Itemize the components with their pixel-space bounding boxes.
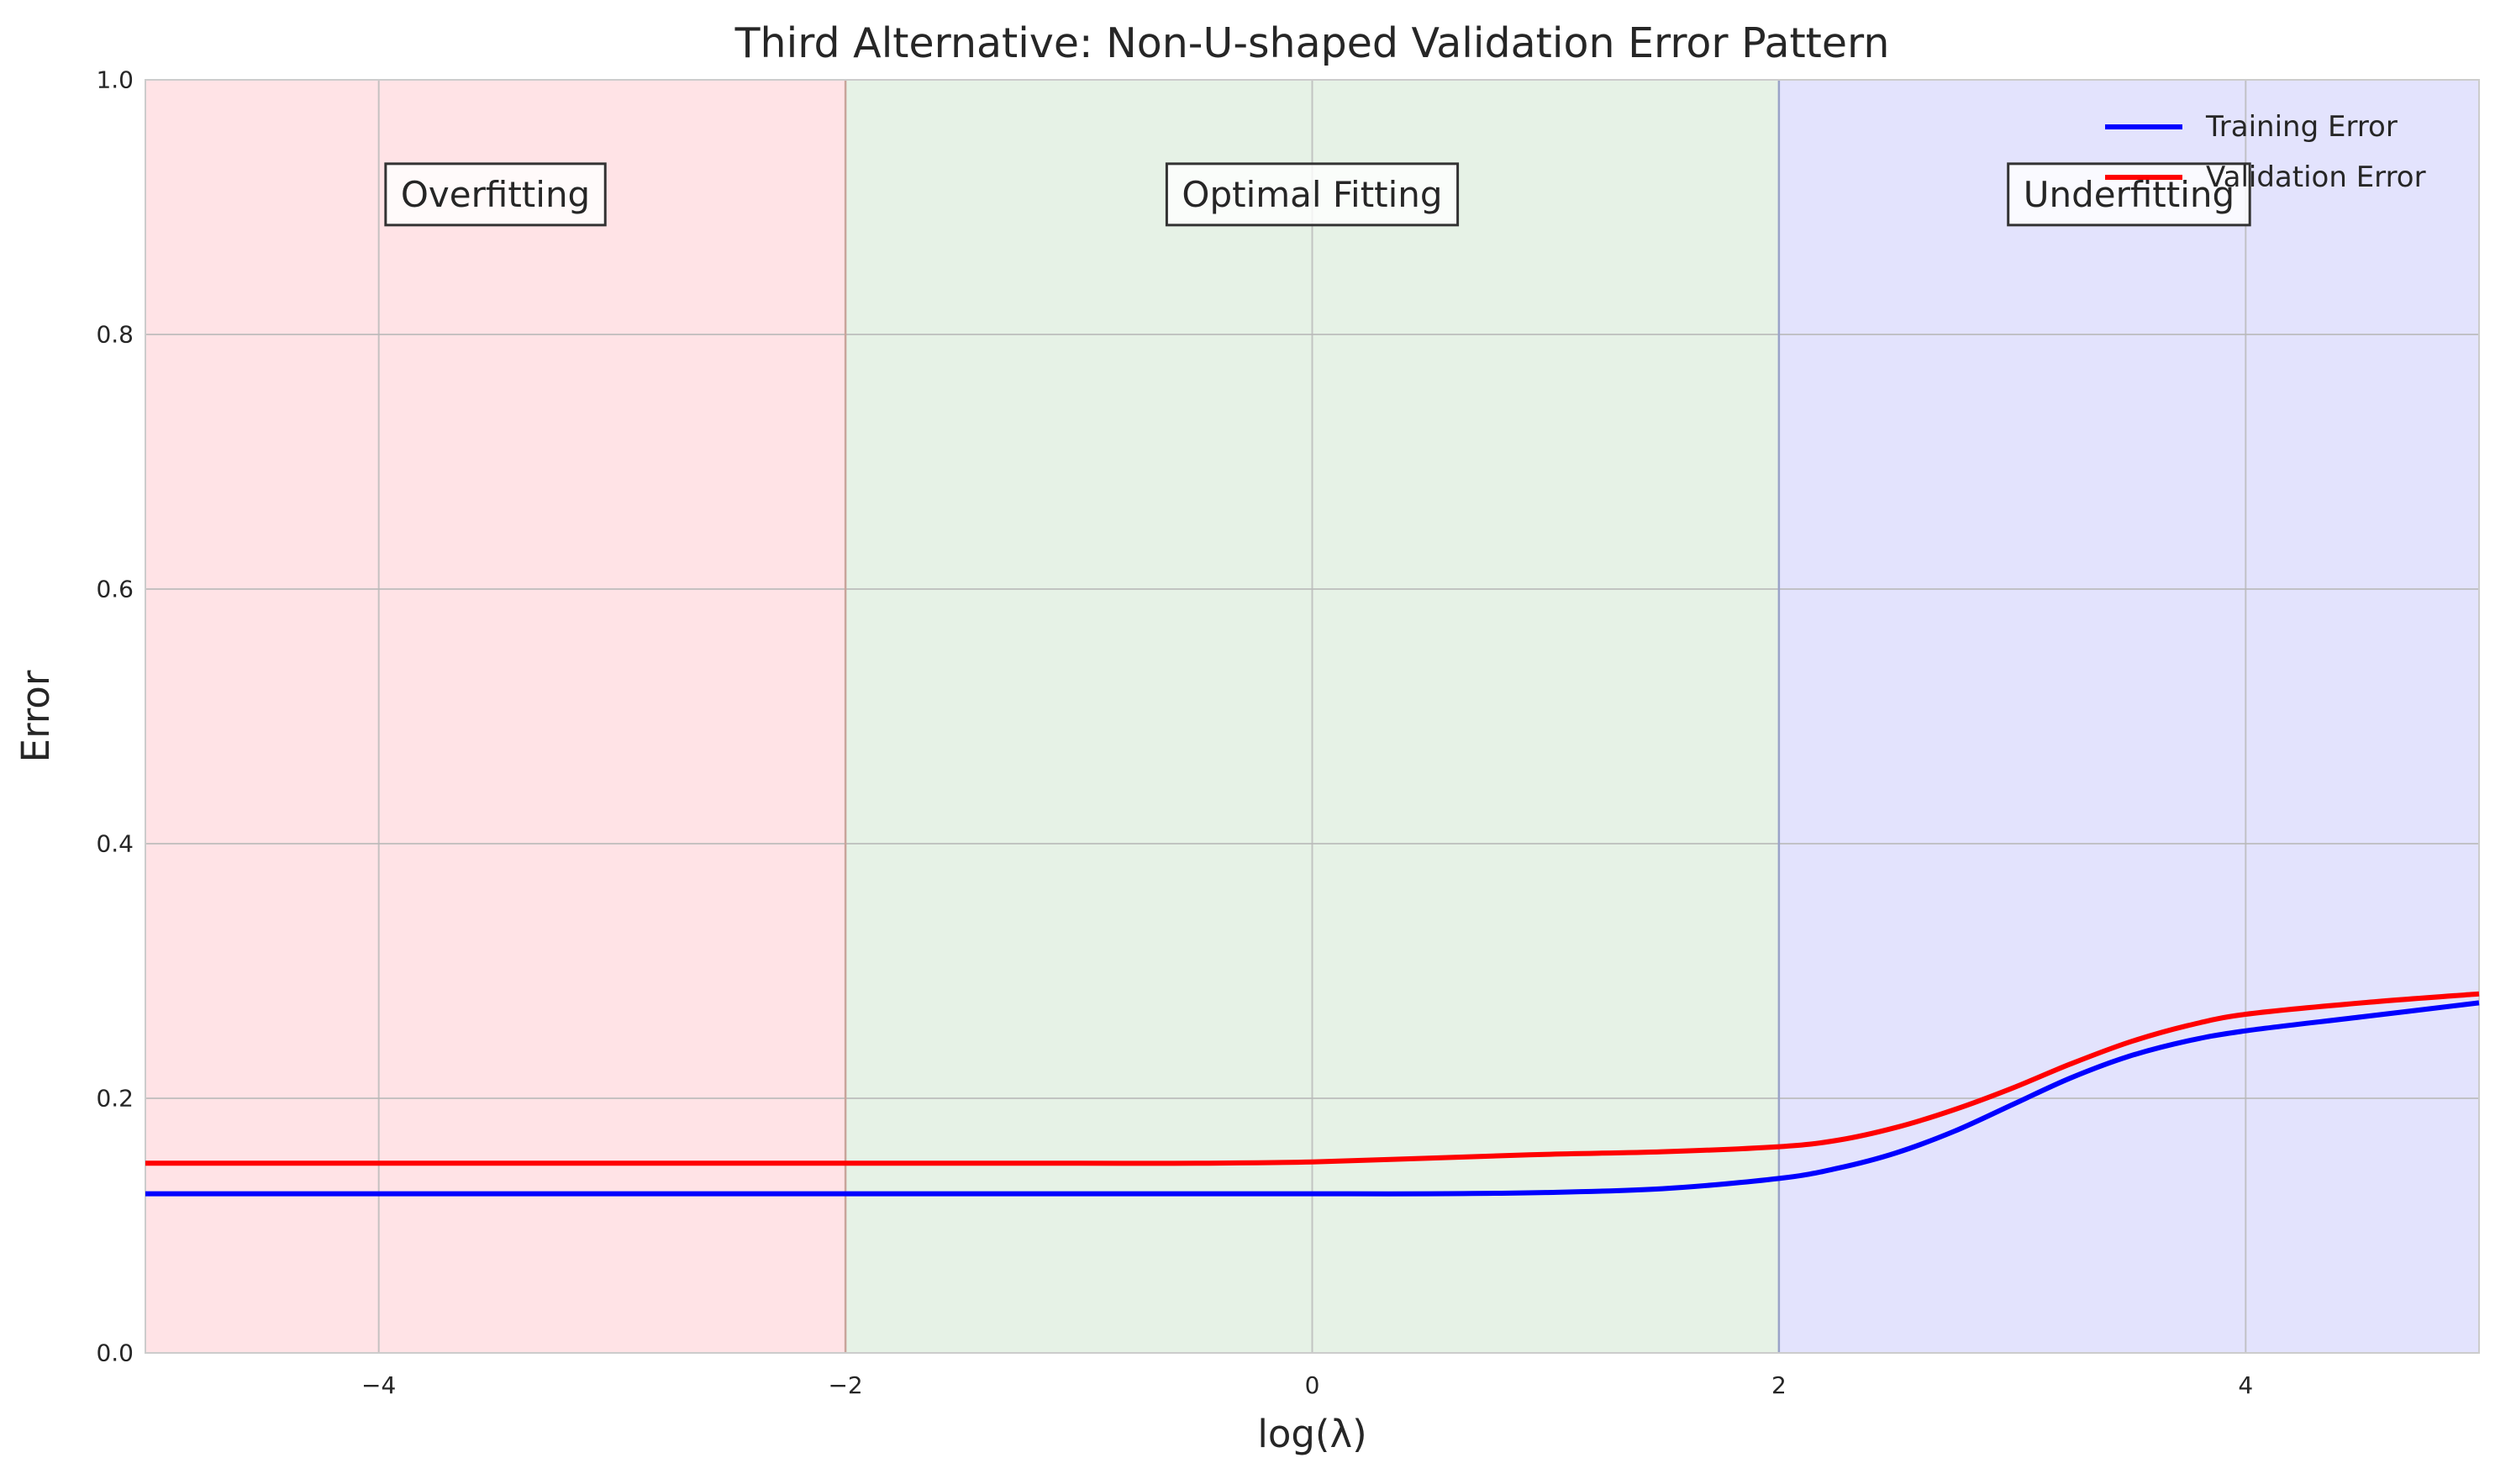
y-tick-label: 0.6 <box>96 576 134 603</box>
region-labels: Overfitting Optimal Fitting Underfitting <box>384 162 2251 227</box>
region-label-2: Underfitting <box>2024 174 2234 215</box>
region-label-group-1: Optimal Fitting <box>1165 162 1460 227</box>
y-axis-label: Error <box>13 670 58 762</box>
region-label-0: Overfitting <box>401 174 590 215</box>
region-label-group-2: Underfitting <box>2007 162 2251 227</box>
region-label-box-0 <box>384 162 607 227</box>
x-axis-label: log(λ) <box>1257 1412 1366 1456</box>
region-label-1: Optimal Fitting <box>1182 174 1442 215</box>
boundary-lines <box>844 80 1781 1353</box>
x-tick-labels: −4 −2 0 2 4 <box>361 1371 2253 1399</box>
y-tick-label: 1.0 <box>96 66 134 94</box>
series-line-validation-error <box>145 991 2480 1166</box>
legend-label-1: Validation Error <box>2206 161 2426 194</box>
y-tick-label: 0.8 <box>96 321 134 349</box>
series-lines <box>145 991 2480 1197</box>
x-tick-label: −4 <box>361 1371 396 1399</box>
region-label-box-1 <box>1165 162 1460 227</box>
y-tick-label: 0.4 <box>96 830 134 858</box>
y-tick-labels: 0.0 0.2 0.4 0.6 0.8 1.0 <box>96 66 134 1367</box>
region-background-0 <box>145 80 846 1353</box>
region-label-group-0: Overfitting <box>384 162 607 227</box>
x-tick-label: −2 <box>828 1371 862 1399</box>
legend-label-0: Training Error <box>2205 110 2398 144</box>
x-tick-label: 4 <box>2238 1371 2253 1399</box>
region-label-box-2 <box>2007 162 2251 227</box>
x-tick-label: 2 <box>1771 1371 1787 1399</box>
region-background-2 <box>1778 80 2479 1353</box>
series-line-training-error <box>145 1000 2480 1197</box>
legend: Training Error Validation Error <box>2105 110 2426 194</box>
x-tick-label: 0 <box>1305 1371 1320 1399</box>
y-tick-label: 0.2 <box>96 1085 134 1113</box>
chart-title: Third Alternative: Non-U-shaped Validati… <box>734 19 1890 67</box>
plot-frame <box>145 79 2480 1354</box>
y-tick-label: 0.0 <box>96 1339 134 1367</box>
